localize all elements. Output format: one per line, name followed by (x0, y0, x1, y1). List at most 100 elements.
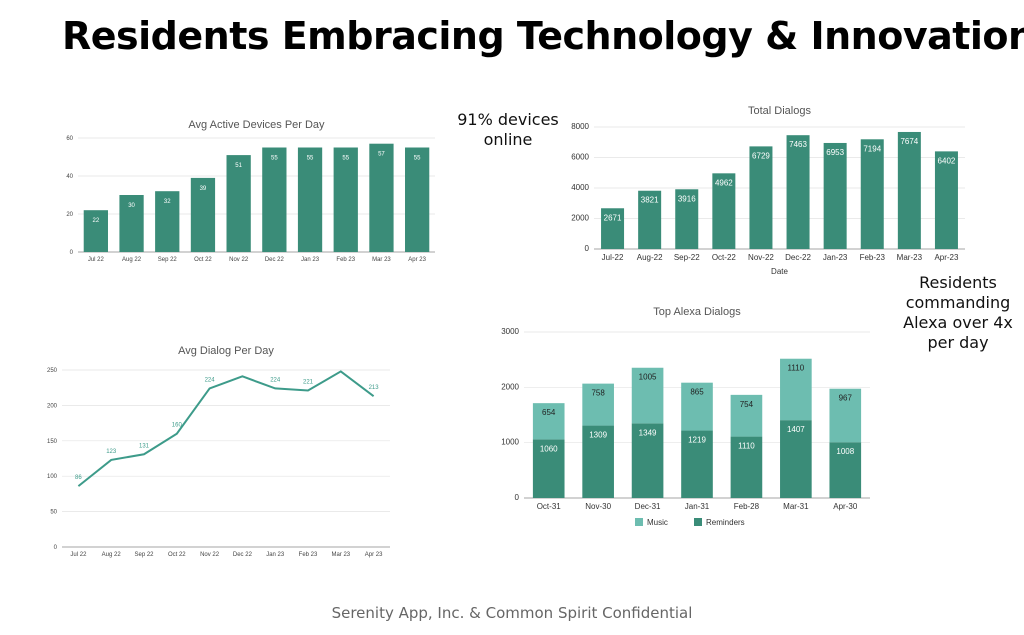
x-tick-label: Aug 22 (102, 552, 122, 558)
data-label: 55 (271, 156, 278, 162)
y-tick-label: 100 (47, 474, 58, 480)
bar (333, 147, 358, 252)
data-label: 1110 (788, 364, 805, 373)
data-label: 1407 (787, 425, 805, 434)
bar (823, 142, 847, 249)
bar (405, 147, 430, 252)
data-label: 213 (369, 385, 380, 391)
bar (638, 190, 662, 249)
data-label: 1309 (589, 431, 607, 440)
bar-segment-music (532, 403, 565, 440)
y-tick-label: 0 (70, 250, 74, 256)
data-label: 55 (307, 156, 314, 162)
data-label: 654 (542, 408, 556, 417)
y-tick-label: 0 (54, 545, 58, 551)
total-dialogs-chart: Total Dialogs 0 2000 4000 6000 8000 Jul-22 Aug-… (571, 105, 965, 276)
x-tick-label: Oct 22 (168, 552, 186, 558)
bar-segment-reminders (829, 442, 862, 498)
x-tick-label: Apr 23 (408, 257, 426, 263)
data-label: 55 (342, 156, 349, 162)
data-label: 39 (200, 186, 207, 192)
x-tick-label: Nov-30 (585, 502, 611, 511)
x-tick-label: Jul 22 (88, 257, 105, 263)
y-tick-label: 8000 (571, 122, 589, 131)
x-tick-label: Sep-22 (674, 253, 700, 262)
x-tick-label: Mar 23 (372, 257, 391, 263)
x-tick-label: Oct-22 (712, 253, 737, 262)
y-tick-label: 1000 (501, 438, 519, 447)
chart-title: Avg Dialog Per Day (178, 345, 274, 357)
x-tick-label: Sep 22 (158, 257, 178, 263)
bar-segment-reminders (631, 423, 664, 498)
data-label: 2671 (604, 213, 622, 222)
y-tick-label: 4000 (571, 183, 589, 192)
avg-dialog-per-day-chart: Avg Dialog Per Day 0 50 100 150 200 250 Jul 22 A… (47, 345, 390, 558)
bar (601, 208, 625, 249)
y-tick-label: 3000 (501, 327, 519, 336)
avg-active-devices-chart: Avg Active Devices Per Day 0 20 40 60 Jul 22 A… (66, 119, 435, 263)
bar-segment-music (582, 383, 614, 426)
data-label: 758 (591, 389, 605, 398)
bar (119, 195, 144, 252)
data-label: 6953 (826, 148, 844, 157)
data-label: 57 (378, 152, 385, 158)
series-line (77, 370, 375, 487)
bar (190, 177, 216, 252)
x-tick-label: Jul 22 (70, 552, 87, 558)
bar (712, 173, 736, 249)
y-tick-label: 250 (47, 368, 58, 374)
data-label: 1005 (639, 373, 657, 382)
x-tick-label: Mar-31 (783, 502, 809, 511)
x-tick-label: Feb-28 (734, 502, 760, 511)
x-tick-label: Dec-22 (785, 253, 811, 262)
data-label: 1110 (738, 442, 755, 451)
bar-segment-reminders (730, 436, 763, 498)
data-label: 7463 (789, 140, 807, 149)
y-tick-label: 50 (50, 510, 57, 516)
data-label: 1008 (836, 447, 854, 456)
y-tick-label: 2000 (501, 382, 519, 391)
x-tick-label: Aug-22 (637, 253, 663, 262)
data-label: 3821 (641, 196, 659, 205)
data-label: 7674 (900, 137, 918, 146)
legend-label: Reminders (706, 518, 745, 527)
data-label: 6729 (752, 151, 770, 160)
x-tick-label: Feb 23 (336, 257, 355, 263)
y-tick-label: 0 (585, 244, 590, 253)
x-tick-label: Aug 22 (122, 257, 142, 263)
data-label: 131 (139, 443, 150, 449)
data-label: 6402 (938, 156, 956, 165)
bar (860, 139, 884, 249)
y-tick-label: 40 (66, 174, 73, 180)
bar (675, 189, 699, 249)
x-axis-label: Date (771, 267, 788, 276)
bar (262, 147, 287, 252)
bar-segment-music (681, 382, 713, 431)
y-tick-label: 2000 (571, 214, 589, 223)
y-tick-label: 6000 (571, 153, 589, 162)
data-label: 221 (303, 380, 314, 386)
bar-segment-reminders (582, 425, 614, 498)
x-tick-label: Mar 23 (331, 552, 350, 558)
bar (786, 135, 810, 249)
data-label: 1219 (688, 436, 706, 445)
y-tick-label: 60 (66, 136, 73, 142)
x-tick-label: Dec-31 (635, 502, 661, 511)
y-tick-label: 150 (47, 439, 58, 445)
bar (749, 146, 773, 249)
legend-swatch (635, 518, 643, 526)
bar (226, 155, 251, 252)
bar-segment-reminders (681, 430, 713, 498)
x-tick-label: Feb-23 (860, 253, 886, 262)
x-tick-label: Jan 23 (301, 257, 320, 263)
bar (155, 191, 180, 252)
devices-online-note: 91% devices online (457, 110, 559, 149)
top-alexa-dialogs-chart: Top Alexa Dialogs 0 1000 2000 3000 Oct-31 Nov-… (501, 306, 870, 527)
x-tick-label: Oct-31 (537, 502, 562, 511)
x-tick-label: Feb 23 (299, 552, 318, 558)
data-label: 123 (106, 449, 117, 455)
y-tick-label: 0 (515, 493, 520, 502)
bar-segment-music (730, 394, 763, 437)
data-label: 22 (93, 218, 100, 224)
x-tick-label: Dec 22 (233, 552, 253, 558)
